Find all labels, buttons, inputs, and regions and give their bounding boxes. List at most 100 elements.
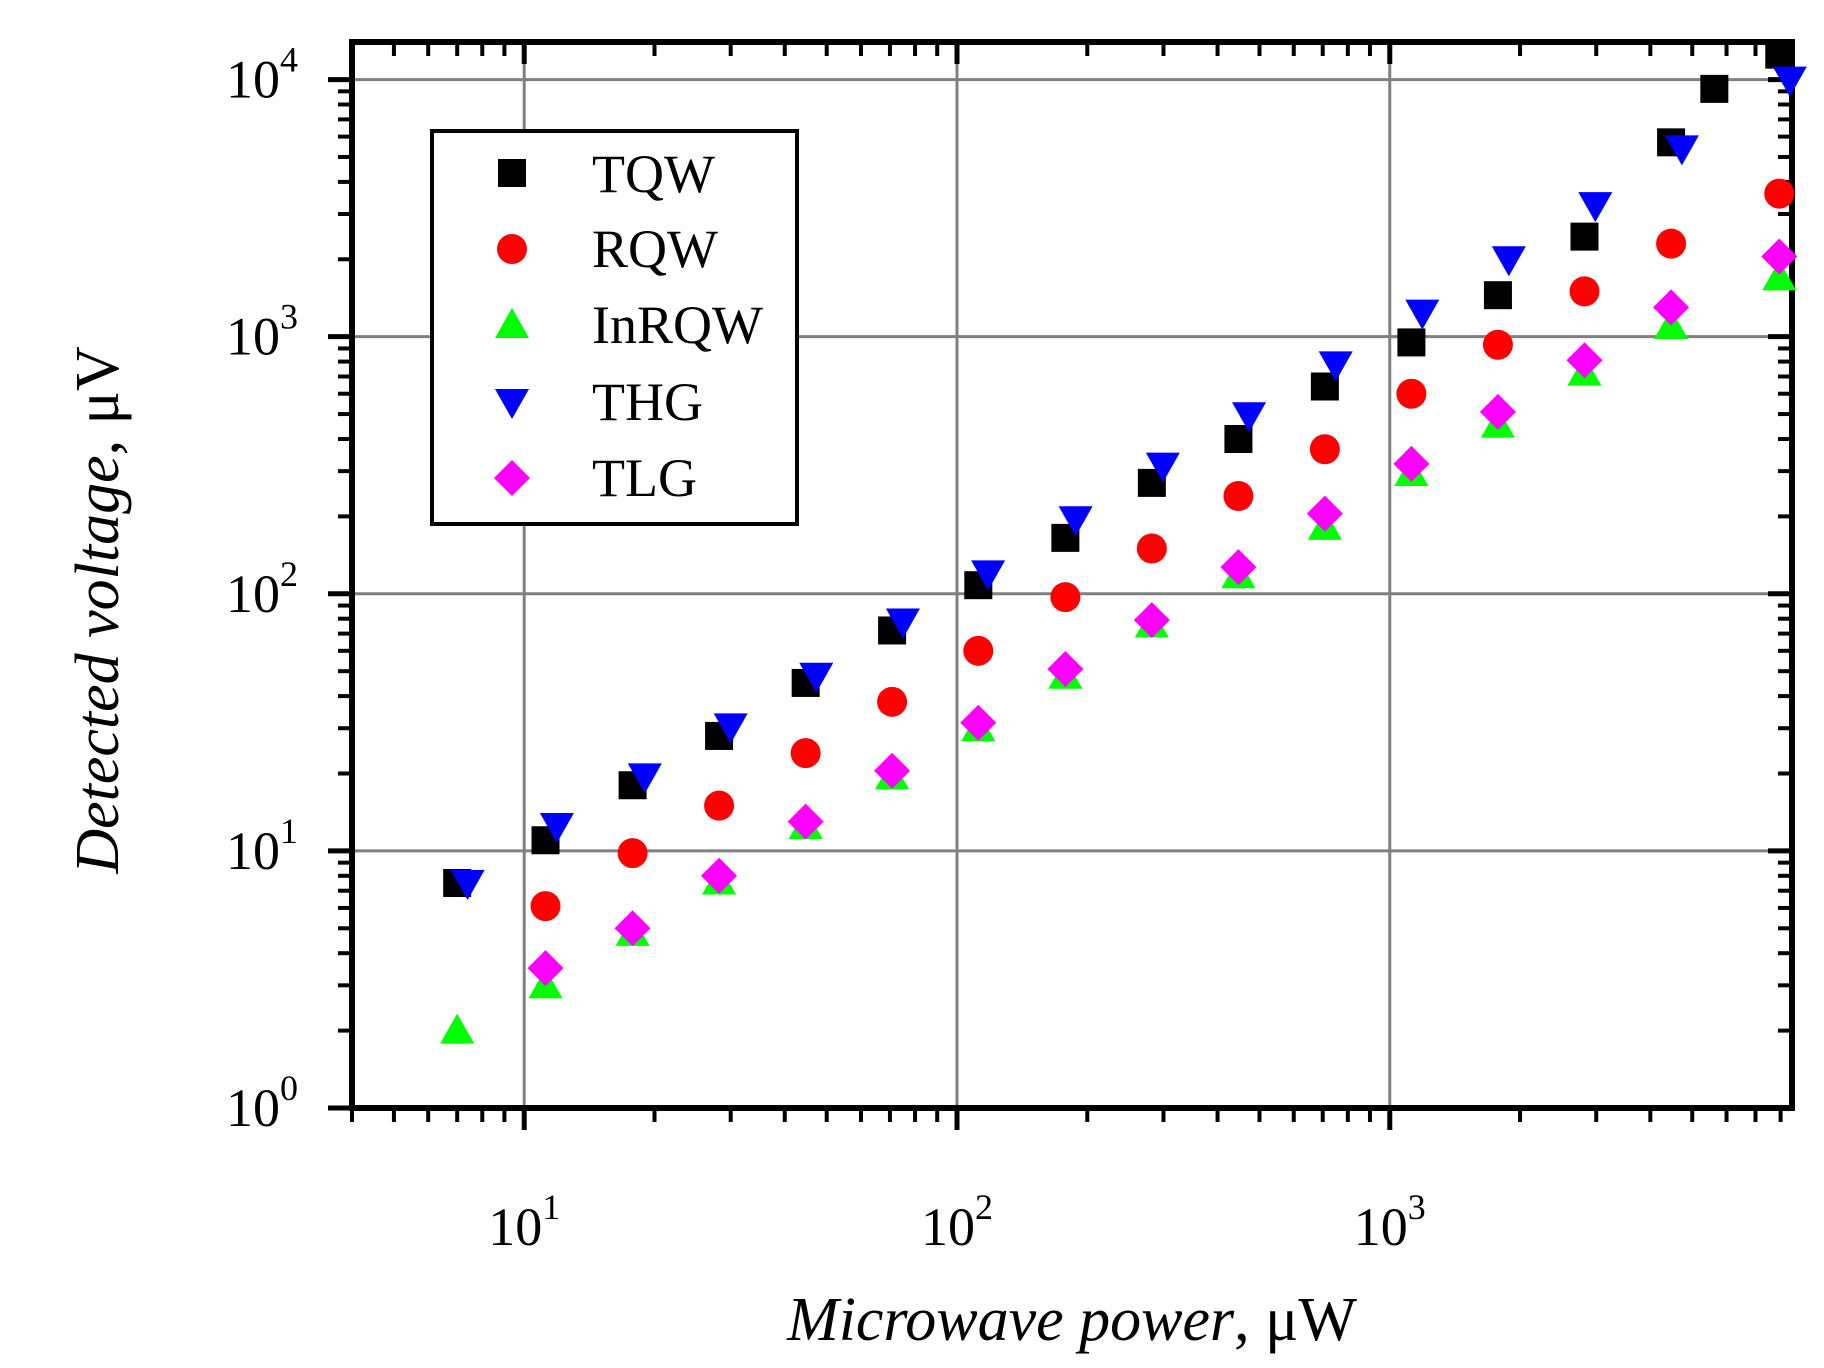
point-rqw — [530, 891, 561, 922]
point-thg — [539, 812, 574, 843]
y-tick-label: 103 — [226, 297, 298, 367]
point-thg — [1318, 351, 1353, 382]
point-thg — [627, 763, 662, 794]
legend-label-inrqw: InRQW — [592, 295, 763, 355]
y-tick-label-exp: 1 — [280, 811, 298, 851]
point-tqw — [1700, 74, 1729, 103]
point-inrqw — [440, 1013, 475, 1044]
point-thg — [1578, 192, 1613, 223]
point-thg — [1405, 299, 1440, 330]
y-tick-label-base: 10 — [226, 564, 280, 624]
point-tqw — [1397, 328, 1426, 357]
point-inrqw — [1762, 260, 1797, 291]
point-rqw — [1656, 228, 1687, 259]
legend: TQW RQW InRQW THG TLG — [430, 129, 799, 526]
point-tqw — [1765, 40, 1794, 69]
x-tick-label-exp: 1 — [542, 1187, 560, 1227]
y-tick-label: 100 — [226, 1068, 298, 1138]
point-thg — [450, 870, 485, 901]
point-tqw — [1483, 281, 1512, 310]
point-tqw — [1570, 222, 1599, 251]
point-tlg — [614, 910, 651, 947]
point-thg — [971, 560, 1006, 591]
series-tlg — [527, 238, 1798, 987]
point-tlg — [1479, 393, 1516, 430]
x-tick-label: 103 — [1354, 1187, 1426, 1257]
series-rqw — [530, 178, 1795, 922]
legend-markers — [494, 159, 530, 496]
point-tlg — [1133, 602, 1170, 639]
point-rqw — [1309, 434, 1340, 465]
point-rqw — [790, 738, 821, 769]
series-tqw — [443, 40, 1794, 898]
y-tick-label-exp: 3 — [280, 297, 298, 337]
y-tick-label: 101 — [226, 811, 298, 881]
point-rqw — [1223, 481, 1254, 512]
point-tlg — [874, 752, 911, 789]
legend-marker-inrqw — [495, 308, 529, 338]
x-tick-label: 101 — [488, 1187, 560, 1257]
y-tick-label-base: 10 — [226, 307, 280, 367]
legend-marker-tqw — [498, 159, 526, 187]
x-tick-label: 102 — [921, 1187, 993, 1257]
point-thg — [1232, 402, 1267, 433]
legend-marker-tlg — [494, 460, 530, 496]
legend-marker-thg — [495, 389, 529, 419]
point-rqw — [877, 686, 908, 717]
y-tick-label-base: 10 — [226, 50, 280, 110]
legend-box — [430, 129, 799, 526]
point-tlg — [1393, 445, 1430, 482]
legend-label-rqw: RQW — [592, 219, 718, 279]
point-tlg — [1047, 650, 1084, 687]
point-rqw — [1569, 276, 1600, 307]
point-rqw — [963, 635, 994, 666]
point-tlg — [960, 704, 997, 741]
point-rqw — [1482, 329, 1513, 360]
point-tlg — [527, 950, 564, 987]
y-tick-label-exp: 0 — [280, 1068, 298, 1108]
x-axis-title-text: Microwave power — [786, 1286, 1235, 1354]
point-rqw — [1050, 582, 1081, 613]
point-rqw — [1764, 178, 1795, 209]
point-thg — [1664, 135, 1699, 166]
x-tick-label-base: 10 — [1354, 1197, 1408, 1257]
y-tick-label-exp: 4 — [280, 40, 298, 80]
point-thg — [799, 662, 834, 693]
x-tick-label-base: 10 — [488, 1197, 542, 1257]
point-thg — [1058, 506, 1093, 537]
x-tick-label-exp: 3 — [1408, 1187, 1426, 1227]
legend-label-tqw: TQW — [592, 144, 715, 204]
point-tlg — [1306, 495, 1343, 532]
point-thg — [1145, 452, 1180, 483]
y-axis-title-unit: , μV — [64, 346, 132, 455]
legend-marker-rqw — [497, 234, 527, 264]
point-thg — [1491, 246, 1526, 277]
x-axis-title: Microwave power, μW — [786, 1286, 1357, 1354]
plot-frame — [349, 39, 1795, 1111]
data-points — [440, 40, 1807, 1044]
point-tlg — [1653, 289, 1690, 326]
y-tick-label: 104 — [226, 40, 298, 110]
point-thg — [1772, 66, 1807, 97]
legend-label-thg: THG — [592, 372, 703, 432]
point-tlg — [787, 803, 824, 840]
y-tick-label: 102 — [226, 554, 298, 624]
y-tick-label-base: 10 — [226, 1078, 280, 1138]
y-axis-title: Detected voltage, μV — [64, 346, 132, 875]
y-tick-label-exp: 2 — [280, 554, 298, 594]
point-thg — [713, 713, 748, 744]
series-thg — [450, 66, 1807, 901]
point-tlg — [1566, 342, 1603, 379]
point-tlg — [1220, 549, 1257, 586]
point-rqw — [1136, 533, 1167, 564]
point-tlg — [701, 857, 738, 894]
point-rqw — [1396, 378, 1427, 409]
x-tick-label-exp: 2 — [975, 1187, 993, 1227]
x-tick-label-base: 10 — [921, 1197, 975, 1257]
point-thg — [885, 608, 920, 639]
y-axis-title-text: Detected voltage — [64, 455, 132, 874]
y-tick-label-base: 10 — [226, 821, 280, 881]
